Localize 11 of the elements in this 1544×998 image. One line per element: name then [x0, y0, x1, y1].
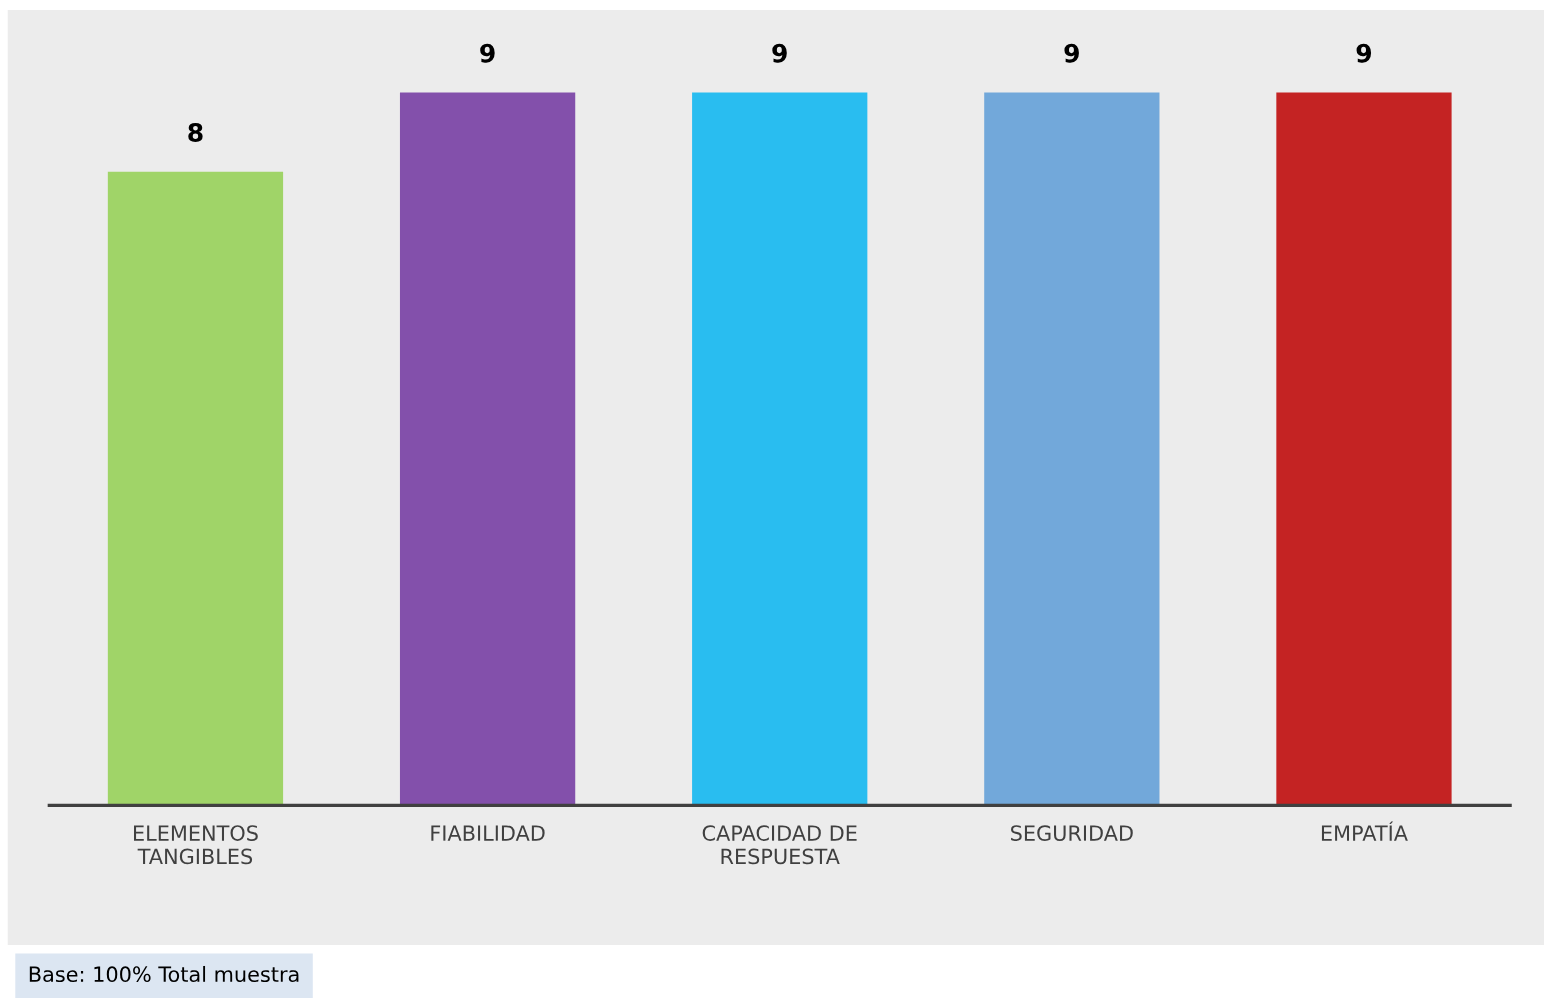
data-label: 8 [188, 122, 203, 142]
x-tick-label: CAPACIDAD DE RESPUESTA [702, 825, 857, 865]
data-label: 9 [1064, 43, 1079, 63]
x-tick-label: SEGURIDAD [1011, 825, 1133, 841]
data-label: 9 [480, 43, 495, 63]
x-tick-label: ELEMENTOS TANGIBLES [134, 825, 258, 865]
data-label: 9 [772, 43, 787, 63]
x-tick-label: EMPATÍA [1321, 821, 1408, 841]
data-label: 9 [1356, 43, 1372, 63]
text: Base: 100% Total muestra [29, 965, 299, 983]
x-tick-label: FIABILIDAD [431, 825, 545, 841]
